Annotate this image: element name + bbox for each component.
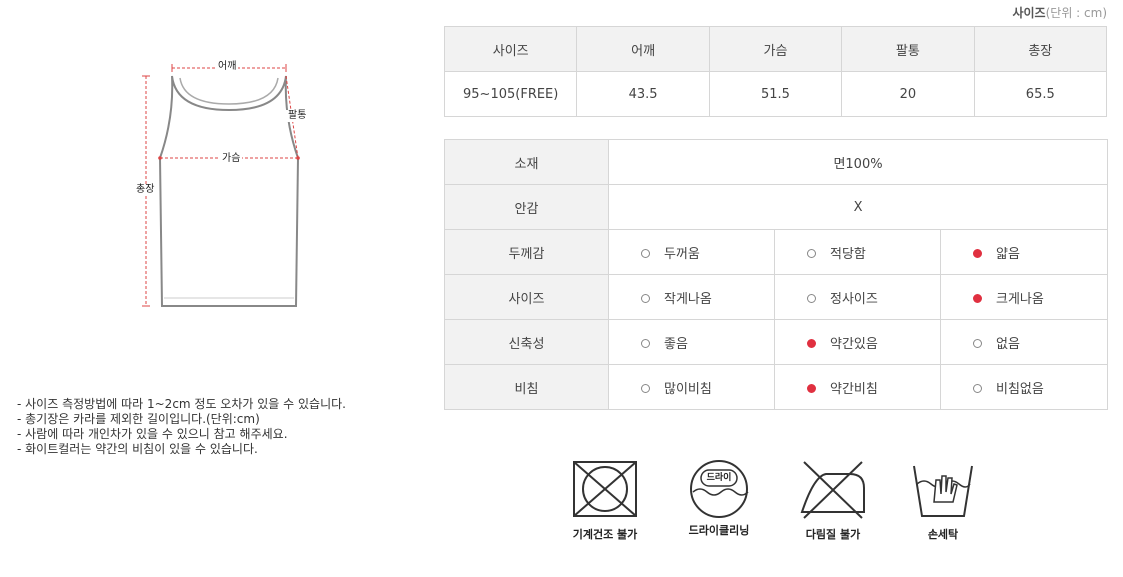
size-table-header: 사이즈 어깨 가슴 팔통 총장: [443, 26, 1108, 72]
length-col-header: 총장: [973, 26, 1108, 72]
care-no-tumble-dry: 기계건조 불가: [568, 458, 642, 542]
option-label: 없음: [996, 336, 1020, 352]
option-cell: 비침없음: [939, 364, 1109, 410]
radio-dot-icon: [973, 338, 982, 348]
option-cell: 좋음: [608, 319, 775, 365]
no-tumble-dry-icon: [573, 461, 637, 517]
size-notes: - 사이즈 측정방법에 따라 1~2cm 정도 오차가 있을 수 있습니다. -…: [17, 397, 346, 457]
option-label: 크게나옴: [996, 291, 1044, 307]
size-col-header: 사이즈: [443, 26, 578, 72]
length-label: 총장: [134, 184, 157, 196]
option-label: 많이비침: [664, 381, 712, 397]
care-caption: 손세탁: [927, 528, 959, 541]
chest-label: 가슴: [220, 153, 243, 165]
radio-dot-icon: [641, 338, 650, 348]
material-row: 소재 면100%: [444, 139, 1109, 185]
unit-note: (단위 : cm): [1045, 6, 1107, 20]
note-line: - 사이즈 측정방법에 따라 1~2cm 정도 오차가 있을 수 있습니다.: [17, 397, 346, 411]
unit-size-label: 사이즈: [1012, 6, 1046, 20]
note-line: - 사람에 따라 개인차가 있을 수 있으니 참고 해주세요.: [17, 427, 288, 441]
lining-row: 안감 X: [444, 184, 1109, 230]
chest-cell: 51.5: [708, 71, 843, 117]
note-line: - 화이트컬러는 약간의 비침이 있을 수 있습니다.: [17, 442, 258, 456]
shirt-diagram: 어깨 팔통 가슴 총장: [128, 58, 318, 316]
sleeve-label: 팔통: [286, 110, 309, 122]
care-caption: 다림질 불가: [805, 528, 861, 541]
option-cell: 적당함: [774, 229, 941, 275]
size-table: 사이즈 어깨 가슴 팔통 총장 95~105(FREE) 43.5 51.5 2…: [443, 26, 1108, 117]
stretch-label: 신축성: [444, 319, 609, 365]
radio-dot-icon: [641, 248, 650, 258]
lining-value: X: [607, 184, 1109, 230]
sheerness-row: 비침 많이비침 약간비침 비침없음: [444, 364, 1109, 410]
chest-col-header: 가슴: [708, 26, 843, 72]
option-cell: 얇음: [939, 229, 1109, 275]
size-cell: 95~105(FREE): [443, 71, 578, 117]
radio-dot-icon: [641, 383, 650, 393]
option-cell: 많이비침: [608, 364, 775, 410]
fit-row: 사이즈 작게나옴 정사이즈 크게나옴: [444, 274, 1109, 320]
shoulder-label: 어깨: [216, 61, 239, 73]
thickness-label: 두께감: [444, 229, 609, 275]
stretch-row: 신축성 좋음 약간있음 없음: [444, 319, 1109, 365]
option-label: 약간비침: [830, 381, 878, 397]
tank-top-outline-icon: [142, 64, 300, 307]
shoulder-cell: 43.5: [576, 71, 710, 117]
radio-dot-icon: [807, 293, 816, 303]
option-label: 얇음: [996, 246, 1020, 262]
hand-wash-icon: [913, 465, 973, 517]
material-value: 면100%: [607, 139, 1109, 185]
option-label: 정사이즈: [830, 291, 878, 307]
sleeve-col-header: 팔통: [841, 26, 975, 72]
thickness-row: 두께감 두꺼움 적당함 얇음: [444, 229, 1109, 275]
option-cell: 약간비침: [774, 364, 941, 410]
material-label: 소재: [444, 139, 609, 185]
radio-dot-icon: [973, 293, 982, 303]
radio-dot-icon: [973, 383, 982, 393]
sleeve-cell: 20: [841, 71, 975, 117]
option-label: 작게나옴: [664, 291, 712, 307]
spec-table: 소재 면100% 안감 X 두께감 두꺼움 적당함 얇음 사이즈 작게나옴 정사…: [444, 139, 1109, 410]
option-cell: 크게나옴: [939, 274, 1109, 320]
dry-clean-icon: [690, 460, 749, 518]
option-cell: 없음: [939, 319, 1109, 365]
length-cell: 65.5: [973, 71, 1108, 117]
radio-dot-icon: [807, 248, 816, 258]
unit-label: 사이즈(단위 : cm): [1012, 4, 1107, 21]
care-dry-clean: 드라이 드라이클리닝: [682, 458, 756, 538]
table-row: 95~105(FREE) 43.5 51.5 20 65.5: [443, 71, 1108, 117]
lining-label: 안감: [444, 184, 609, 230]
note-line: - 총기장은 카라를 제외한 길이입니다.(단위:cm): [17, 412, 260, 426]
radio-dot-icon: [807, 383, 816, 393]
option-label: 두꺼움: [664, 246, 700, 262]
option-label: 좋음: [664, 336, 688, 352]
option-cell: 약간있음: [774, 319, 941, 365]
option-label: 적당함: [830, 246, 866, 262]
radio-dot-icon: [641, 293, 650, 303]
care-hand-wash: 손세탁: [906, 458, 980, 542]
dry-badge-label: 드라이: [706, 473, 732, 483]
option-label: 약간있음: [830, 336, 878, 352]
fit-label: 사이즈: [444, 274, 609, 320]
care-caption: 기계건조 불가: [572, 528, 638, 541]
shoulder-col-header: 어깨: [576, 26, 710, 72]
option-cell: 정사이즈: [774, 274, 941, 320]
option-label: 비침없음: [996, 381, 1044, 397]
care-caption: 드라이클리닝: [688, 524, 750, 537]
option-cell: 두꺼움: [608, 229, 775, 275]
sheerness-label: 비침: [444, 364, 609, 410]
radio-dot-icon: [807, 338, 816, 348]
no-iron-icon: [800, 461, 865, 519]
option-cell: 작게나옴: [608, 274, 775, 320]
radio-dot-icon: [973, 248, 982, 258]
care-no-iron: 다림질 불가: [796, 458, 870, 542]
